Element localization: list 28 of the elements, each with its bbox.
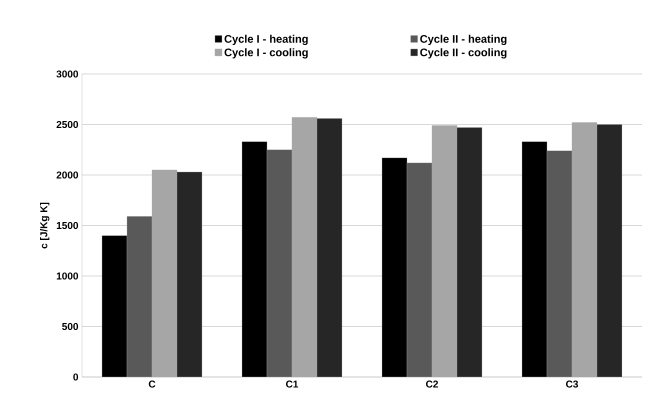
bar bbox=[126, 216, 152, 377]
legend-label: Cycle II - heating bbox=[420, 34, 506, 46]
x-tick-label: C1 bbox=[286, 380, 298, 388]
y-tick-label: 2500 bbox=[56, 120, 78, 128]
bar bbox=[176, 172, 202, 377]
y-tick-label: 0 bbox=[73, 373, 78, 381]
bar bbox=[102, 235, 128, 377]
bar bbox=[546, 150, 572, 377]
x-tick-label: C bbox=[148, 380, 156, 388]
legend-label: Cycle II - cooling bbox=[420, 48, 506, 59]
y-tick-label: 1500 bbox=[56, 222, 78, 230]
y-axis-title: c [J/Kg K] bbox=[40, 202, 50, 248]
legend-label: Cycle I - heating bbox=[224, 34, 308, 46]
x-tick-label: C2 bbox=[426, 380, 438, 388]
y-tick-label: 1000 bbox=[56, 272, 78, 280]
y-tick-label: 2000 bbox=[56, 171, 78, 179]
bar bbox=[456, 127, 482, 377]
bar bbox=[242, 142, 268, 377]
bar bbox=[382, 158, 408, 377]
bar bbox=[406, 162, 432, 377]
bar bbox=[522, 142, 548, 377]
y-tick-label: 500 bbox=[62, 322, 78, 330]
x-tick-label: C3 bbox=[566, 380, 578, 388]
bar bbox=[266, 150, 292, 377]
legend-label: Cycle I - cooling bbox=[224, 48, 308, 59]
bar bbox=[596, 124, 622, 377]
y-tick-label: 3000 bbox=[56, 70, 78, 78]
bar bbox=[316, 118, 342, 377]
